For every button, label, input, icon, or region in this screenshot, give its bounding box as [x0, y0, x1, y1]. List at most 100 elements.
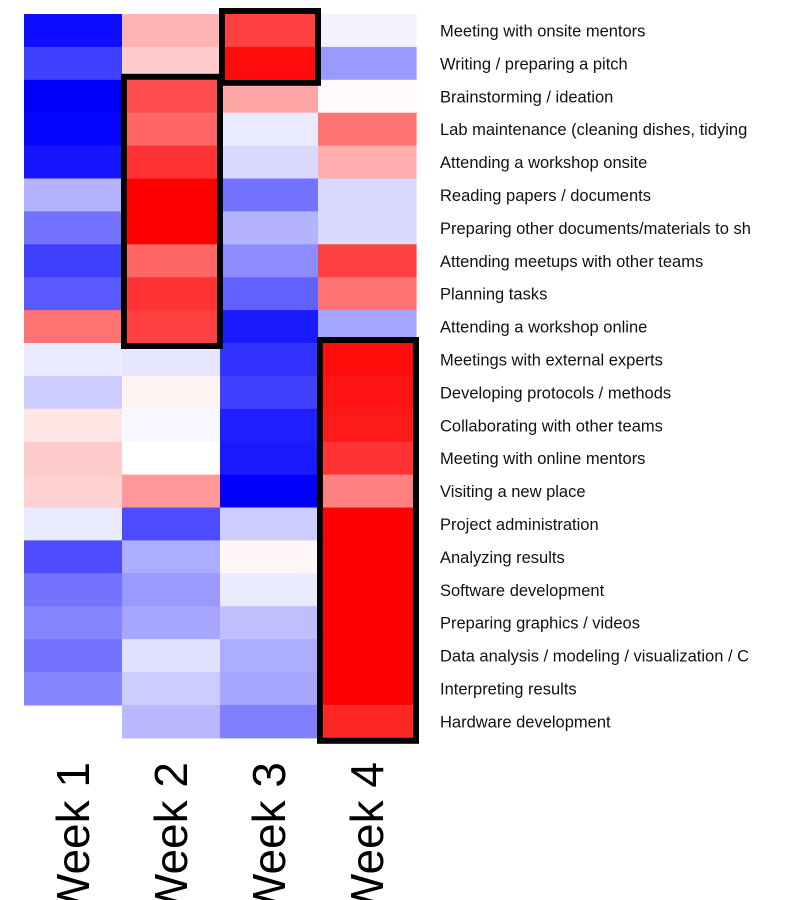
heatmap-cell-r3-week-1: [24, 79, 123, 114]
row-label-meeting-with-onsite-mentors: Meeting with onsite mentors: [440, 22, 645, 40]
heatmap-cell-r15-week-2: [122, 474, 221, 509]
heatmap-cell-r8-week-1: [24, 244, 123, 278]
row-label-data-analysis-modeling-visualization-c: Data analysis / modeling / visualization…: [440, 648, 749, 666]
row-label-interpreting-results: Interpreting results: [440, 680, 577, 698]
row-label-writing-preparing-a-pitch: Writing / preparing a pitch: [440, 55, 628, 73]
heatmap-cell-r13-week-3: [220, 408, 319, 443]
heatmap-cell-r7-week-1: [24, 211, 123, 245]
heatmap-cell-r1-week-3: [220, 14, 319, 48]
heatmap-cell-r17-week-1: [24, 540, 123, 574]
heatmap-cell-r10-week-3: [220, 310, 319, 344]
heatmap-cell-r8-week-3: [220, 244, 319, 278]
row-label-lab-maintenance-cleaning-dishes-tidying: Lab maintenance (cleaning dishes, tidyin…: [440, 121, 747, 139]
heatmap-cell-r6-week-1: [24, 178, 123, 212]
heatmap-cell-r1-week-1: [24, 14, 123, 48]
row-label-hardware-development: Hardware development: [440, 713, 611, 731]
highlight-box-3: [317, 337, 419, 744]
heatmap-cell-r22-week-4: [318, 704, 417, 739]
heatmap-cell-r7-week-4: [318, 211, 417, 245]
heatmap-cell-r2-week-1: [24, 46, 123, 81]
heatmap-cell-r17-week-3: [220, 540, 319, 574]
heatmap-cell-r8-week-4: [318, 244, 417, 278]
heatmap-cell-r7-week-3: [220, 211, 319, 245]
heatmap-cell-r18-week-3: [220, 573, 319, 607]
heatmap-cell-r12-week-2: [122, 375, 221, 410]
heatmap-cell-r4-week-3: [220, 112, 319, 147]
heatmap-cell-r21-week-4: [318, 672, 417, 706]
heatmap-cell-r6-week-4: [318, 178, 417, 212]
row-label-attending-a-workshop-onsite: Attending a workshop onsite: [440, 154, 647, 172]
heatmap-cell-r18-week-2: [122, 573, 221, 607]
heatmap-cell-r4-week-1: [24, 112, 123, 147]
heatmap-cell-r6-week-2: [122, 178, 221, 212]
row-label-planning-tasks: Planning tasks: [440, 286, 547, 304]
heatmap-cell-r18-week-1: [24, 573, 123, 607]
heatmap-cell-r4-week-2: [122, 112, 221, 147]
heatmap-cell-r20-week-1: [24, 639, 123, 673]
heatmap-cell-r9-week-4: [318, 277, 417, 311]
heatmap-cell-r22-week-3: [220, 704, 319, 739]
heatmap-cell-r4-week-4: [318, 112, 417, 147]
heatmap-cell-r2-week-3: [220, 46, 319, 81]
heatmap-cell-r21-week-3: [220, 672, 319, 706]
heatmap-cell-r17-week-2: [122, 540, 221, 574]
heatmap-cell-r16-week-2: [122, 507, 221, 541]
heatmap-cell-r20-week-3: [220, 639, 319, 673]
highlight-box-2: [121, 73, 223, 350]
heatmap-cell-r9-week-1: [24, 277, 123, 311]
heatmap-cell-r1-week-2: [122, 14, 221, 48]
heatmap-cell-r18-week-4: [318, 573, 417, 607]
heatmap-cell-r13-week-2: [122, 408, 221, 443]
heatmap-cell-r3-week-2: [122, 79, 221, 114]
row-label-reading-papers-documents: Reading papers / documents: [440, 187, 651, 205]
heatmap-cell-r15-week-3: [220, 474, 319, 509]
highlight-boxes: [121, 8, 419, 744]
row-label-developing-protocols-methods: Developing protocols / methods: [440, 384, 671, 402]
heatmap-cell-r3-week-4: [318, 79, 417, 114]
heatmap-cell-r19-week-3: [220, 606, 319, 640]
row-label-analyzing-results: Analyzing results: [440, 549, 565, 567]
row-label-preparing-graphics-videos: Preparing graphics / videos: [440, 615, 640, 633]
row-label-brainstorming-ideation: Brainstorming / ideation: [440, 88, 613, 106]
heatmap-cell-r2-week-4: [318, 46, 417, 81]
heatmap-cell-r5-week-1: [24, 145, 123, 180]
heatmap-cell-r16-week-1: [24, 507, 123, 541]
heatmap-cell-r12-week-1: [24, 375, 123, 410]
heatmap-cell-r12-week-3: [220, 375, 319, 410]
row-label-project-administration: Project administration: [440, 516, 599, 534]
row-label-meeting-with-online-mentors: Meeting with online mentors: [440, 450, 645, 468]
heatmap-cell-r5-week-4: [318, 145, 417, 180]
heatmap-cell-r19-week-4: [318, 606, 417, 640]
column-label-week-1: Week 1: [47, 762, 99, 900]
heatmap-cell-r7-week-2: [122, 211, 221, 245]
row-label-software-development: Software development: [440, 582, 605, 600]
heatmap-cell-r8-week-2: [122, 244, 221, 278]
row-labels: Meeting with onsite mentors Writing / pre…: [440, 22, 751, 731]
row-label-collaborating-with-other-teams: Collaborating with other teams: [440, 417, 663, 435]
row-label-preparing-other-documents-materials-to-sh: Preparing other documents/materials to s…: [440, 220, 751, 238]
heatmap-cell-r10-week-2: [122, 310, 221, 344]
heatmap-cell-r17-week-4: [318, 540, 417, 574]
heatmap-cell-r13-week-4: [318, 408, 417, 443]
heatmap-cell-r9-week-2: [122, 277, 221, 311]
heatmap-cell-r15-week-1: [24, 474, 123, 509]
heatmap-cell-r14-week-4: [318, 441, 417, 476]
heatmap-cell-r14-week-1: [24, 441, 123, 476]
column-label-week-3: Week 3: [243, 762, 295, 900]
row-label-visiting-a-new-place: Visiting a new place: [440, 483, 586, 501]
heatmap-cell-r19-week-2: [122, 606, 221, 640]
heatmap-cell-r21-week-1: [24, 672, 123, 706]
heatmap-cell-r11-week-1: [24, 343, 123, 377]
heatmap-cell-r22-week-2: [122, 704, 221, 739]
heatmap-cell-r16-week-3: [220, 507, 319, 541]
heatmap-cell-r11-week-4: [318, 343, 417, 377]
heatmap-cell-r16-week-4: [318, 507, 417, 541]
heatmap-cell-r6-week-3: [220, 178, 319, 212]
heatmap-cell-r10-week-1: [24, 310, 123, 344]
heatmap-cell-r21-week-2: [122, 672, 221, 706]
heatmap-cell-r1-week-4: [318, 14, 417, 48]
heatmap-cell-r14-week-2: [122, 441, 221, 476]
row-label-meetings-with-external-experts: Meetings with external experts: [440, 351, 663, 369]
heatmap-cell-r14-week-3: [220, 441, 319, 476]
highlight-box-1: [219, 8, 321, 86]
